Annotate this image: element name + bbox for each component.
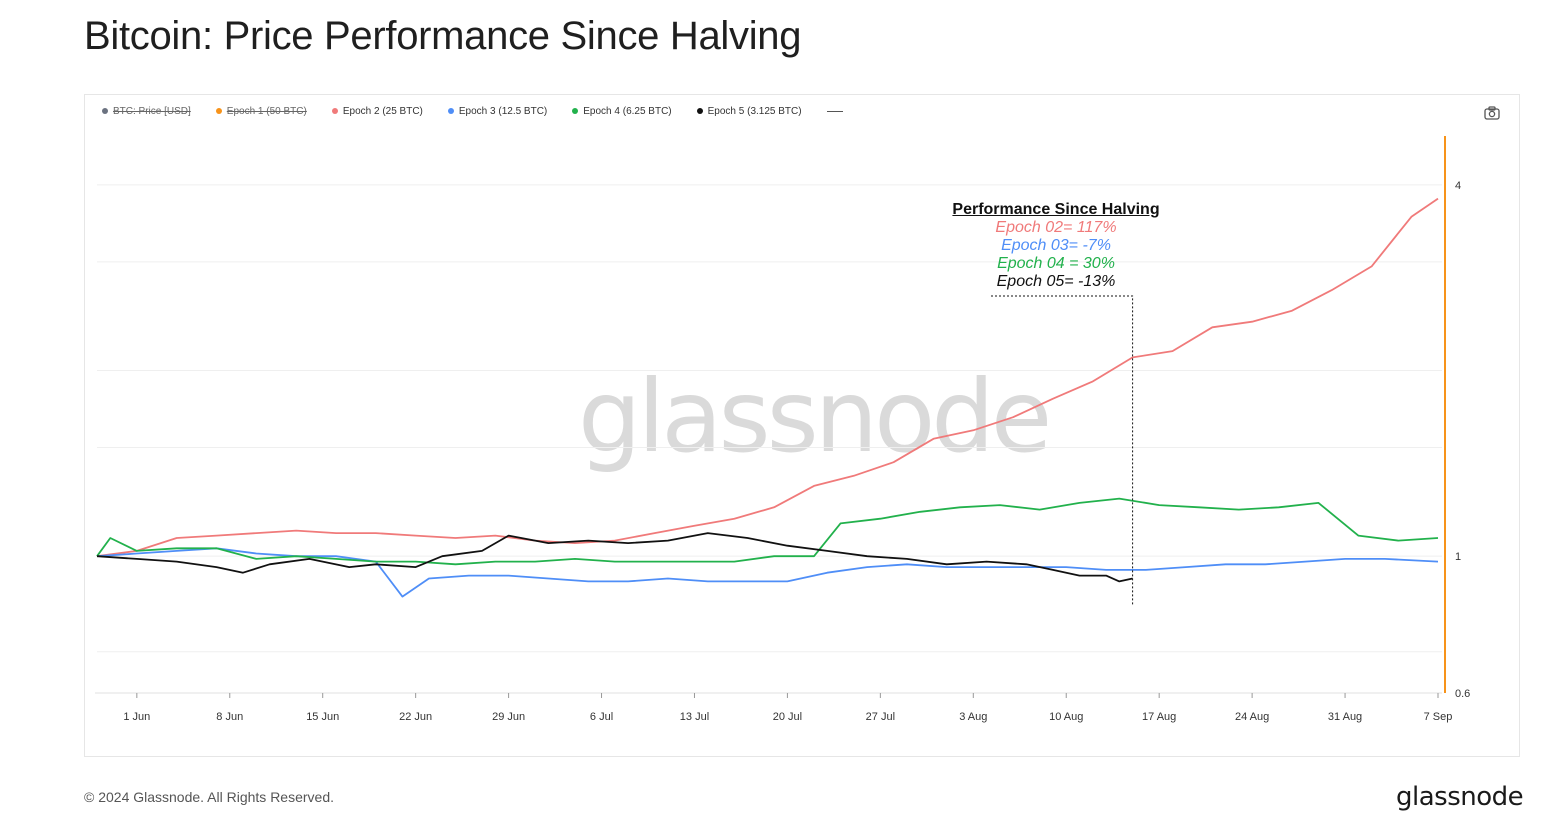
legend-label: Epoch 5 (3.125 BTC)	[707, 105, 802, 117]
x-tick-label: 1 Jun	[123, 711, 150, 723]
legend-label: Epoch 3 (12.5 BTC)	[458, 105, 548, 117]
series-line-epoch-2	[96, 197, 1439, 558]
legend-dot	[572, 108, 579, 114]
annotation-line-epoch4: Epoch 04 = 30%	[997, 255, 1115, 272]
legend-dot	[331, 108, 338, 114]
x-tick-label: 15 Jun	[306, 711, 339, 723]
footer-copyright: © 2024 Glassnode. All Rights Reserved.	[84, 789, 335, 805]
legend: BTC: Price [USD] Epoch 1 (50 BTC) Epoch 2 …	[102, 104, 843, 118]
legend-item-0[interactable]: BTC: Price [USD]	[102, 106, 191, 117]
annotation-line-epoch3: Epoch 03= -7%	[1001, 237, 1111, 254]
legend-dot	[102, 108, 108, 114]
x-tick-label: 10 Aug	[1049, 711, 1083, 723]
x-tick-label: 20 Jul	[773, 711, 802, 723]
x-tick-label: 24 Aug	[1235, 711, 1269, 723]
x-tick-label: 27 Jul	[866, 711, 895, 723]
annotation-bracket	[991, 295, 1134, 606]
legend-item-2[interactable]: Epoch 2 (25 BTC)	[331, 105, 423, 117]
x-tick-label: 3 Aug	[959, 711, 987, 723]
page-title: Bitcoin: Price Performance Since Halving	[84, 14, 802, 58]
camera-icon[interactable]	[1484, 106, 1500, 120]
series-line-epoch-3	[96, 547, 1439, 598]
x-tick-label: 7 Sep	[1424, 711, 1453, 723]
x-tick-label: 29 Jun	[492, 711, 525, 723]
x-tick-label: 13 Jul	[680, 711, 709, 723]
performance-annotation: Performance Since Halving Epoch 02= 117%…	[940, 201, 1172, 291]
x-tick-label: 17 Aug	[1142, 711, 1176, 723]
x-tick-label: 6 Jul	[590, 711, 613, 723]
watermark-text: glassnode	[578, 358, 1052, 475]
y-tick-label: 1	[1455, 551, 1461, 563]
annotation-title: Performance Since Halving	[952, 201, 1160, 218]
legend-item-4[interactable]: Epoch 4 (6.25 BTC)	[572, 105, 672, 117]
annotation-line-epoch5: Epoch 05= -13%	[996, 273, 1116, 290]
y-tick-label: 4	[1455, 180, 1461, 192]
legend-more-icon[interactable]	[826, 111, 843, 112]
series-line-epoch-5	[96, 532, 1133, 583]
legend-item-3[interactable]: Epoch 3 (12.5 BTC)	[447, 105, 548, 117]
chart-frame	[84, 94, 1520, 757]
x-tick-label: 8 Jun	[216, 711, 243, 723]
legend-item-1[interactable]: Epoch 1 (50 BTC)	[215, 105, 307, 117]
legend-label: Epoch 4 (6.25 BTC)	[583, 105, 672, 117]
y-tick-label: 0.6	[1455, 688, 1470, 700]
legend-item-5[interactable]: Epoch 5 (3.125 BTC)	[696, 105, 802, 117]
x-tick-label: 22 Jun	[399, 711, 432, 723]
series-line-epoch-4	[96, 497, 1439, 566]
annotation-line-epoch2: Epoch 02= 117%	[995, 219, 1117, 236]
legend-dot	[215, 108, 222, 114]
x-tick-label: 31 Aug	[1328, 711, 1362, 723]
legend-dot	[696, 108, 703, 114]
legend-label: Epoch 1 (50 BTC)	[226, 105, 307, 117]
footer-logo: glassnode	[1396, 782, 1524, 812]
legend-label: Epoch 2 (25 BTC)	[342, 105, 423, 117]
legend-dot	[447, 108, 454, 114]
legend-label: BTC: Price [USD]	[113, 105, 191, 117]
